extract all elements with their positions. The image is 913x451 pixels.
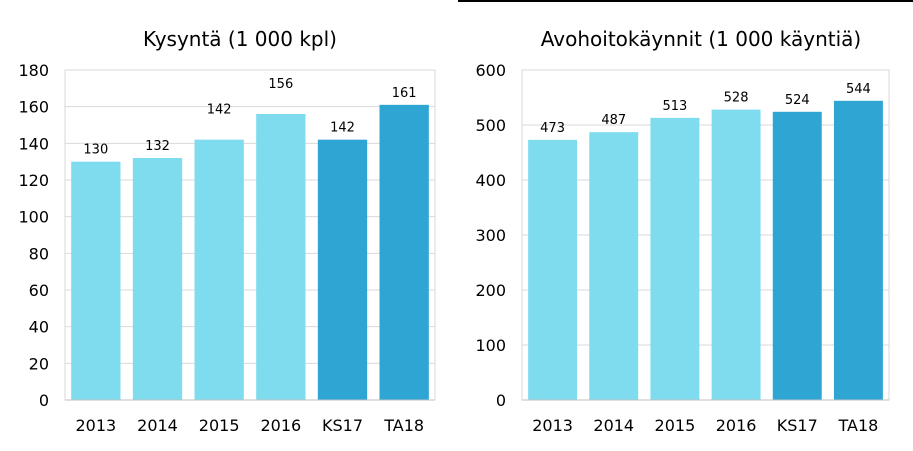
bar xyxy=(71,161,121,400)
bar xyxy=(256,114,306,400)
y-tick-label: 180 xyxy=(18,61,49,80)
data-label: 156 xyxy=(268,77,293,92)
data-label: 528 xyxy=(724,91,749,106)
x-tick-label: 2016 xyxy=(260,416,301,435)
y-tick-label: 40 xyxy=(29,318,49,337)
x-tick-label: 2014 xyxy=(593,416,634,435)
data-label: 487 xyxy=(601,113,626,128)
data-label: 513 xyxy=(663,99,688,114)
panel-divider-line xyxy=(458,0,913,2)
data-label: 524 xyxy=(785,93,810,108)
bar xyxy=(528,139,578,400)
bar xyxy=(833,100,883,401)
bar xyxy=(772,111,822,401)
data-label: 544 xyxy=(846,82,871,97)
bar xyxy=(379,104,429,400)
chart-title: Avohoitokäynnit (1 000 käyntiä) xyxy=(541,27,861,51)
bar xyxy=(711,109,761,400)
bar xyxy=(650,117,700,400)
bar xyxy=(317,139,368,400)
x-tick-label: 2013 xyxy=(75,416,116,435)
chart-panel-avohoitokaynnit: Avohoitokäynnit (1 000 käyntiä) 0 100 200 30… xyxy=(458,0,913,451)
y-tick-label: 140 xyxy=(18,134,49,153)
y-tick-label: 300 xyxy=(475,226,506,245)
x-tick-label: KS17 xyxy=(777,416,818,435)
y-tick-label: 60 xyxy=(29,281,49,300)
y-tick-label: 20 xyxy=(29,354,49,373)
y-tick-label: 200 xyxy=(475,281,506,300)
data-label: 130 xyxy=(83,143,108,158)
y-tick-label: 0 xyxy=(39,391,49,410)
x-tick-label: KS17 xyxy=(322,416,363,435)
y-tick-label: 80 xyxy=(29,244,49,263)
x-tick-label: 2016 xyxy=(716,416,757,435)
bar xyxy=(132,158,183,400)
chart-title: Kysyntä (1 000 kpl) xyxy=(143,27,337,51)
x-tick-label: 2014 xyxy=(137,416,178,435)
x-tick-label: TA18 xyxy=(383,416,424,435)
chart-avohoitokaynnit: Avohoitokäynnit (1 000 käyntiä) 0 100 200 30… xyxy=(475,27,890,435)
chart-kysynta: Kysyntä (1 000 kpl) 0 20 40 60 80 100 120 140 160… xyxy=(18,27,436,435)
y-tick-label: 0 xyxy=(496,391,506,410)
y-tick-label: 500 xyxy=(475,116,506,135)
y-tick-label: 100 xyxy=(475,336,506,355)
y-tick-label: 600 xyxy=(475,61,506,80)
data-label: 473 xyxy=(540,121,565,136)
data-label: 161 xyxy=(392,86,417,101)
chart-panel-kysynta: Kysyntä (1 000 kpl) 0 20 40 60 80 100 120 140 160… xyxy=(0,0,455,451)
bar xyxy=(194,139,244,400)
data-label: 142 xyxy=(207,103,232,118)
data-label: 142 xyxy=(330,121,355,136)
y-tick-label: 400 xyxy=(475,171,506,190)
y-tick-label: 120 xyxy=(18,171,49,190)
bar xyxy=(589,132,639,400)
data-label: 132 xyxy=(145,139,170,154)
x-tick-label: 2015 xyxy=(655,416,696,435)
x-tick-label: 2013 xyxy=(532,416,573,435)
x-tick-label: TA18 xyxy=(837,416,878,435)
y-tick-label: 160 xyxy=(18,98,49,117)
x-tick-label: 2015 xyxy=(199,416,240,435)
y-tick-label: 100 xyxy=(18,208,49,227)
